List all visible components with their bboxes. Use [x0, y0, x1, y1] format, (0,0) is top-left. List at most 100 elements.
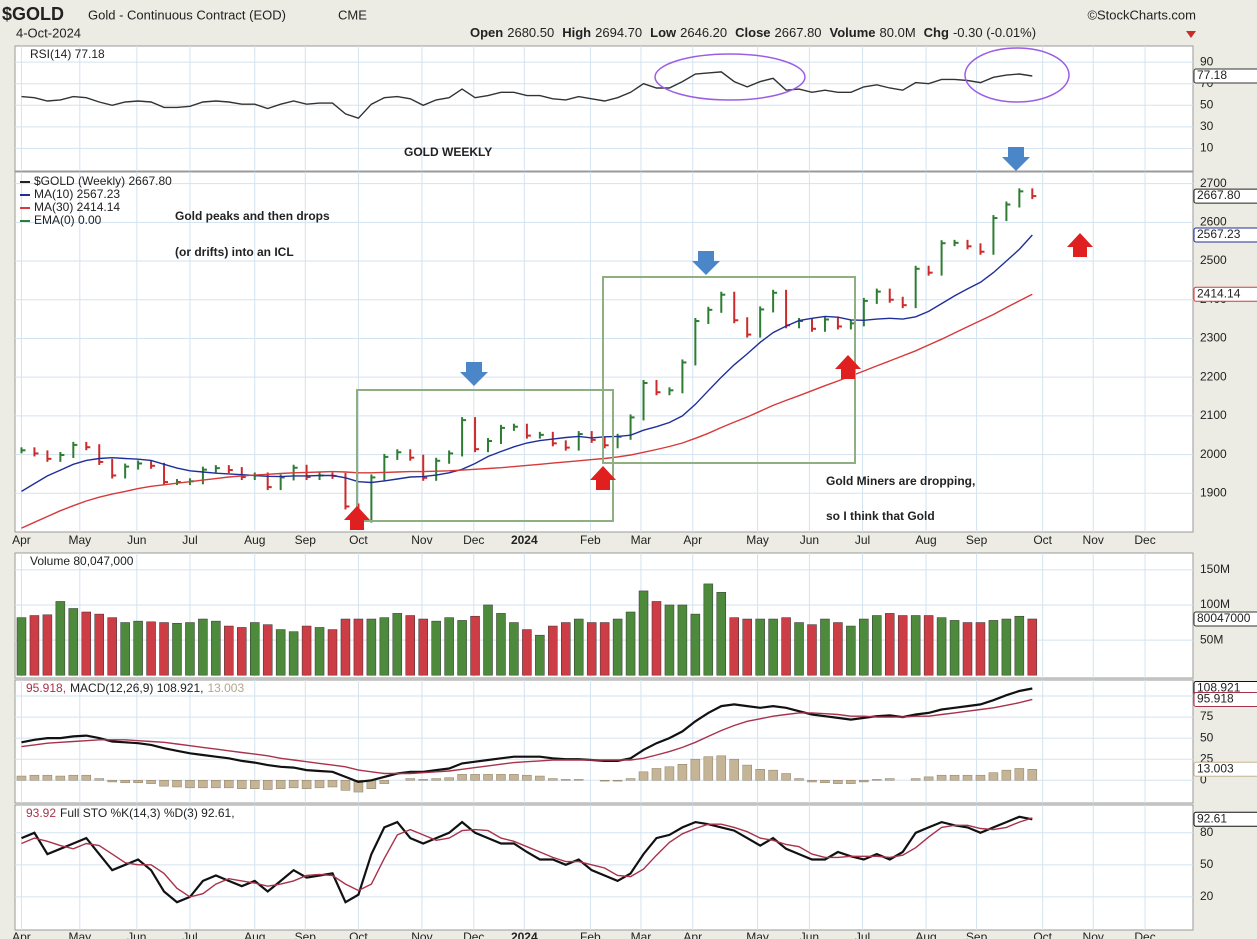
x-tick-label: Jul — [182, 533, 197, 547]
histogram-bar — [962, 774, 973, 781]
x-tick-label: May — [746, 533, 769, 547]
x-tick-label: Oct — [349, 533, 368, 547]
volume-bar — [146, 621, 156, 676]
volume-bar — [288, 631, 299, 676]
volume-bar — [509, 622, 519, 676]
arrow-up — [344, 506, 370, 530]
histogram-bar — [418, 779, 428, 781]
value-box — [1193, 68, 1257, 84]
x-tick-label: Feb — [580, 930, 601, 939]
histogram-bar — [703, 756, 714, 781]
volume-bar — [1001, 618, 1012, 676]
volume-bar — [561, 622, 571, 676]
volume-bar — [185, 622, 195, 676]
value-box — [1193, 611, 1257, 627]
symbol: $GOLD — [2, 4, 64, 24]
histogram-bar — [185, 780, 195, 789]
x-tick-label: Oct — [1033, 533, 1052, 547]
date: 4-Oct-2024 — [16, 25, 81, 40]
legend-entry: MA(30) 2414.14 — [34, 200, 120, 214]
arrow-down — [692, 251, 720, 275]
histogram-bar — [237, 780, 247, 789]
legend-entry: 13.003 — [207, 681, 244, 695]
histogram-bar — [872, 779, 882, 781]
value-label: 80047000 — [1197, 611, 1251, 625]
x-tick-label: Sep — [966, 533, 988, 547]
volume-bar — [949, 620, 960, 676]
x-tick-label: Jul — [855, 930, 870, 939]
x-tick-label: 2024 — [511, 930, 538, 939]
volume-bar — [703, 583, 714, 676]
quote-value: 2694.70 — [595, 25, 642, 40]
x-tick-label: Nov — [411, 533, 432, 547]
x-tick-label: Apr — [683, 533, 702, 547]
arrow-up — [1067, 233, 1093, 257]
volume-bar — [923, 615, 934, 676]
histogram-bar — [833, 780, 843, 784]
y-tick-label: 2300 — [1200, 331, 1227, 345]
volume-bar — [496, 613, 506, 676]
volume-bar — [1027, 618, 1038, 676]
histogram-bar — [198, 780, 208, 789]
x-tick-label: Dec — [463, 533, 484, 547]
volume-bar — [548, 625, 558, 676]
volume-bar — [81, 611, 92, 676]
quote-label: High — [562, 25, 591, 40]
value-label: 2667.80 — [1197, 188, 1241, 202]
histogram-bar — [483, 774, 493, 781]
volume-bar — [340, 618, 351, 676]
quote-label: Low — [650, 25, 677, 40]
legend-entry: $GOLD (Weekly) 2667.80 — [34, 174, 172, 188]
volume-bar — [535, 634, 545, 676]
value-box — [1193, 286, 1257, 302]
histogram-bar — [820, 780, 830, 784]
x-tick-label: Jun — [127, 533, 146, 547]
histogram-bar — [625, 778, 636, 781]
y-tick-label: 50 — [1200, 97, 1214, 111]
x-tick-label: Dec — [1134, 533, 1155, 547]
histogram-bar — [742, 764, 752, 781]
y-tick-label: 2000 — [1200, 447, 1227, 461]
x-tick-label: Sep — [966, 930, 988, 939]
quote-label: Open — [470, 25, 503, 40]
quote: Open 2680.50 High 2694.70 Low 2646.20 Close 266… — [470, 25, 1036, 40]
annotation: so I think that Gold — [826, 509, 935, 523]
histogram-bar — [444, 777, 454, 781]
volume-bar — [470, 615, 480, 676]
y-tick-label: 30 — [1200, 119, 1214, 133]
histogram-bar — [68, 774, 79, 781]
volume-bar — [859, 618, 869, 676]
histogram-bar — [599, 780, 610, 782]
volume-bar — [988, 620, 999, 676]
histogram-bar — [794, 778, 804, 781]
series-line — [21, 71, 1033, 120]
series-line — [21, 234, 1033, 492]
quote-value: 2680.50 — [507, 25, 554, 40]
histogram-bar — [496, 774, 506, 781]
histogram-bar — [975, 774, 986, 781]
ellipse — [964, 47, 1070, 103]
volume-bar — [664, 604, 675, 676]
volume-bar — [794, 622, 804, 676]
volume-bar — [625, 611, 636, 676]
x-tick-label: Dec — [463, 930, 484, 939]
value-label: 108.921 — [1197, 681, 1241, 695]
box — [356, 389, 614, 522]
y-tick-label: 2700 — [1200, 176, 1227, 190]
y-tick-label: 2500 — [1200, 253, 1227, 267]
annotation: GOLD WEEKLY — [404, 145, 492, 159]
legend-entry: MA(10) 2567.23 — [34, 187, 120, 201]
value-label: 77.18 — [1197, 68, 1227, 82]
arrow-down — [460, 362, 488, 386]
histogram-bar — [1014, 768, 1025, 781]
x-tick-label: Mar — [631, 930, 652, 939]
volume-bar — [68, 608, 79, 676]
histogram-bar — [522, 774, 532, 781]
quote-label: Volume — [830, 25, 876, 40]
arrow-up — [835, 355, 861, 379]
histogram-bar — [755, 769, 765, 781]
volume-bar — [742, 618, 752, 676]
volume-bar — [120, 622, 130, 676]
value-label: 92.61 — [1197, 811, 1227, 825]
